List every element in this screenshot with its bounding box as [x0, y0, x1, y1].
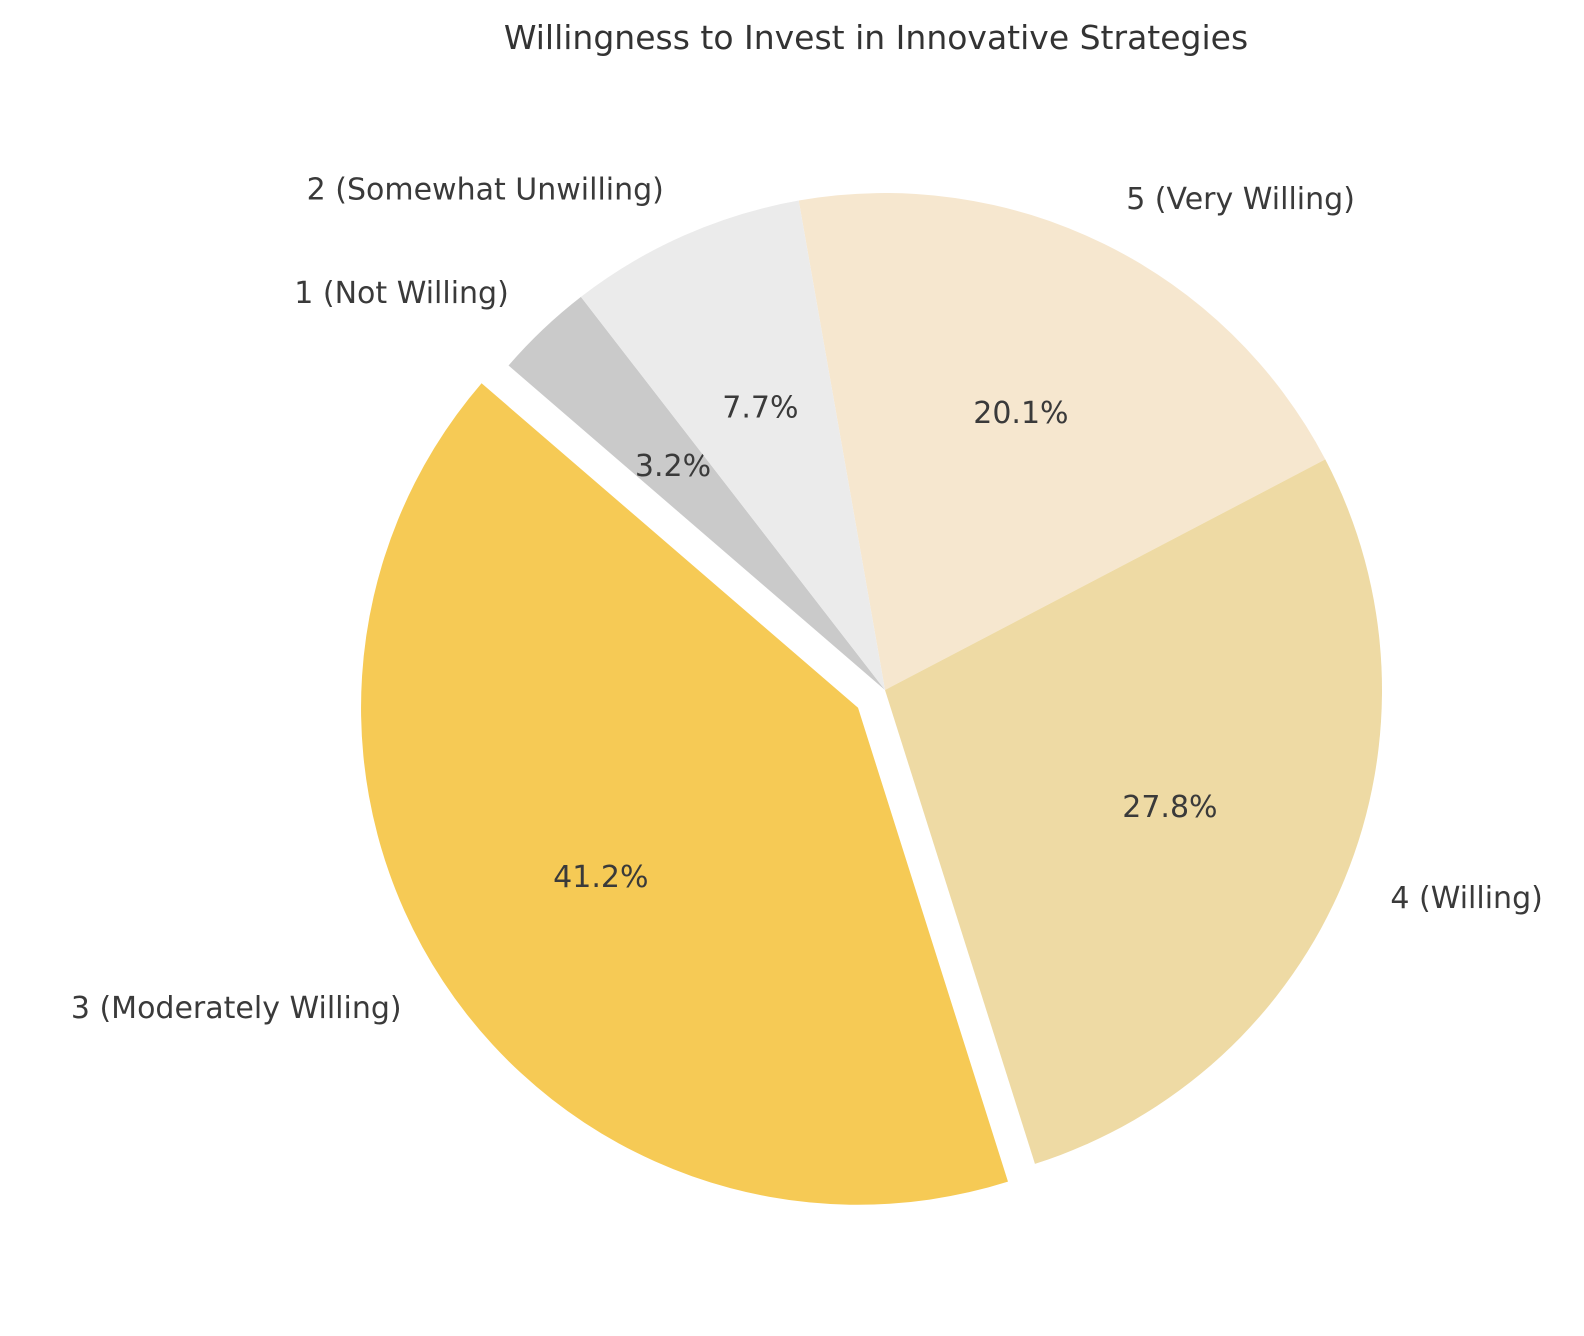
pct-label-3-moderately-willing: 41.2%: [553, 860, 648, 895]
pct-label-5-very-willing: 20.1%: [973, 396, 1068, 431]
pie-slice-2-somewhat-unwilling: [580, 200, 885, 691]
category-label-5-very-willing: 5 (Very Willing): [1126, 182, 1355, 217]
category-label-4-willing: 4 (Willing): [1390, 881, 1542, 916]
pie-slice-3-moderately-willing: [361, 383, 1008, 1205]
pie-slice-4-willing: [885, 459, 1382, 1164]
pie-slice-1-not-willing: [508, 296, 885, 690]
pie-slice-5-very-willing: [798, 193, 1326, 691]
pct-label-4-willing: 27.8%: [1122, 790, 1217, 825]
pct-label-2-somewhat-unwilling: 7.7%: [722, 391, 798, 426]
category-label-3-moderately-willing: 3 (Moderately Willing): [71, 991, 402, 1026]
pct-label-1-not-willing: 3.2%: [635, 449, 711, 484]
category-label-2-somewhat-unwilling: 2 (Somewhat Unwilling): [307, 173, 664, 208]
category-label-1-not-willing: 1 (Not Willing): [294, 276, 509, 311]
chart-title: Willingness to Invest in Innovative Stra…: [503, 18, 1249, 57]
